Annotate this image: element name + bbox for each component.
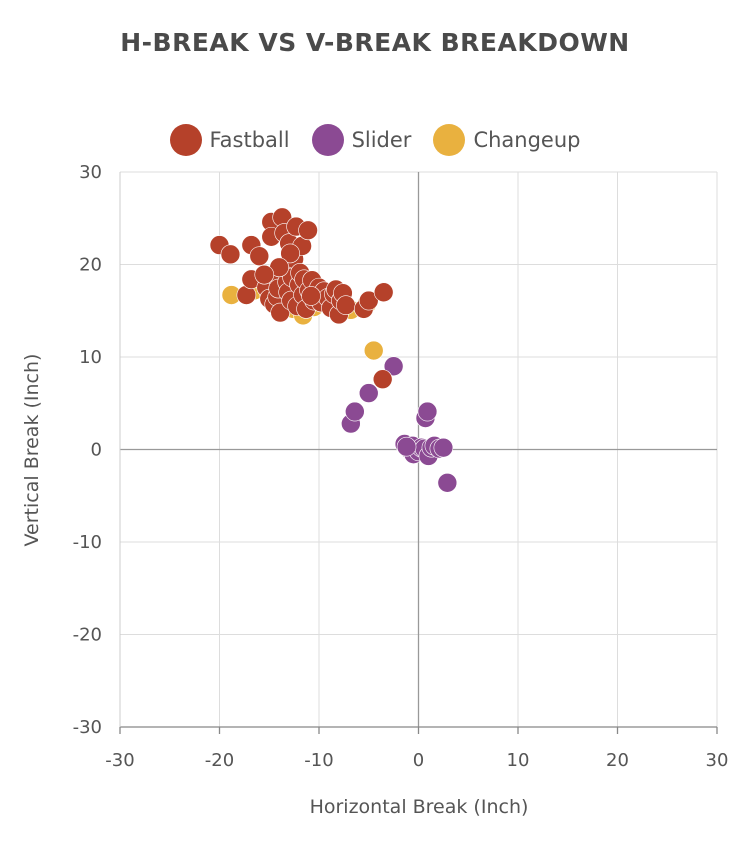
x-tick-label: 10 (507, 750, 530, 771)
point-slider (345, 401, 365, 422)
y-tick-label: -10 (73, 532, 102, 553)
x-tick-label: -20 (205, 750, 234, 771)
tick-labels: -30 -20 -10 0 10 20 30 -30 -20 -10 0 10 20 30 (73, 162, 729, 771)
legend-label-fastball: Fastball (209, 128, 290, 152)
x-tick-label: 0 (413, 750, 424, 771)
point-fastball (336, 295, 356, 316)
legend-swatch-slider (311, 124, 344, 156)
legend-label-changeup: Changeup (473, 128, 581, 152)
x-tick-label: 30 (706, 750, 729, 771)
legend-item-slider[interactable]: Slider (311, 124, 412, 156)
point-slider (437, 472, 458, 493)
point-fastball (220, 244, 241, 265)
chart-title: H-BREAK VS V-BREAK BREAKDOWN (120, 28, 630, 57)
x-axis-title: Horizontal Break (Inch) (310, 796, 529, 818)
y-tick-label: 30 (79, 162, 102, 183)
point-fastball (254, 264, 275, 285)
point-changeup (363, 340, 384, 361)
legend-swatch-fastball (169, 124, 202, 156)
x-tick-label: 20 (606, 750, 629, 771)
point-fastball (301, 286, 321, 306)
point-fastball (373, 282, 394, 303)
y-axis-title: Vertical Break (Inch) (21, 354, 43, 547)
y-tick-label: 20 (79, 255, 102, 276)
y-tick-label: -20 (73, 625, 102, 646)
point-slider (417, 401, 438, 422)
x-tick-label: -10 (304, 750, 333, 771)
chart-legend: Fastball Slider Changeup (0, 124, 750, 156)
legend-label-slider: Slider (351, 128, 412, 152)
y-tick-label: 10 (79, 347, 102, 368)
point-slider (358, 383, 379, 403)
point-fastball (249, 246, 270, 266)
x-tick-label: -30 (105, 750, 134, 771)
point-fastball (358, 290, 379, 311)
point-slider (433, 437, 454, 458)
legend-item-fastball[interactable]: Fastball (169, 124, 290, 156)
y-tick-label: -30 (73, 717, 102, 738)
data-points (209, 207, 458, 493)
point-fastball (280, 243, 300, 264)
point-slider (396, 436, 417, 457)
point-fastball (372, 369, 393, 390)
legend-swatch-changeup (433, 124, 466, 156)
point-fastball (298, 220, 318, 241)
legend-item-changeup[interactable]: Changeup (433, 124, 581, 156)
point-slider (383, 356, 404, 377)
y-tick-label: 0 (91, 440, 102, 461)
